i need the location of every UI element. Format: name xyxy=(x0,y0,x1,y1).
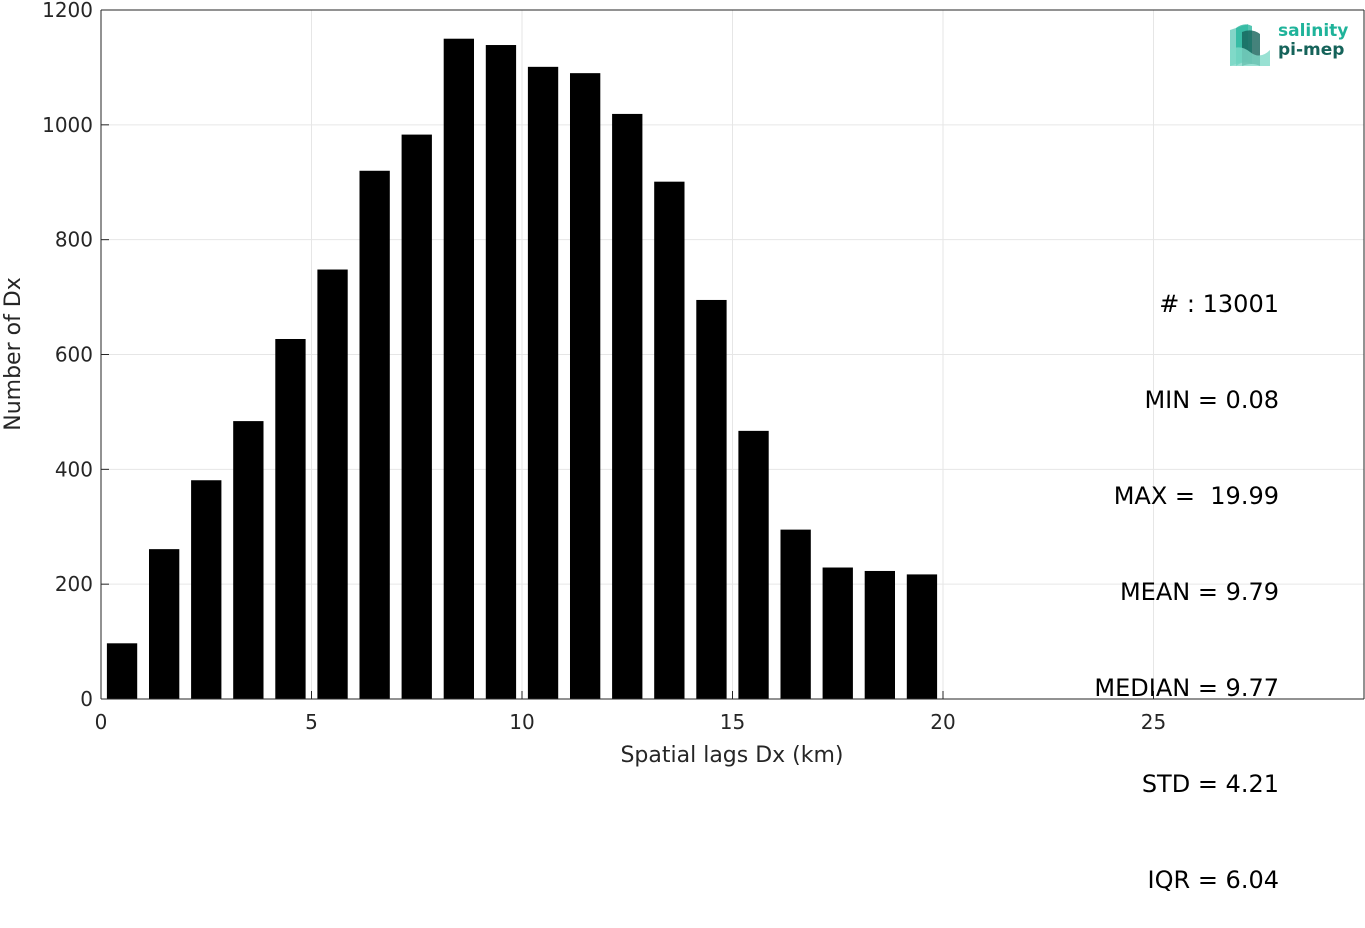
y-tick-label: 800 xyxy=(55,228,93,252)
histogram-bar xyxy=(654,181,685,699)
salinity-pimep-logo: salinity pi-mep xyxy=(1226,20,1358,70)
y-tick-label: 600 xyxy=(55,343,93,367)
histogram-bar xyxy=(443,38,475,700)
x-tick-label: 0 xyxy=(95,710,108,734)
x-tick-label: 25 xyxy=(1141,710,1166,734)
x-tick-label: 5 xyxy=(305,710,318,734)
histogram-bar xyxy=(359,170,390,699)
histogram-chart: 0 5 10 15 20 25 0 200 400 600 800 1000 1200 Spatial… xyxy=(1,0,1365,768)
statistics-box: # : 13001 MIN = 0.08 MAX = 19.99 MEAN = … xyxy=(1094,224,1279,928)
histogram-bar xyxy=(696,299,727,699)
y-tick-labels: 0 200 400 600 800 1000 1200 xyxy=(42,0,93,711)
x-tick-labels: 0 5 10 15 20 25 xyxy=(95,710,1167,734)
logo-wave-icon xyxy=(1230,24,1270,66)
histogram-bar xyxy=(822,567,853,699)
histogram-bar xyxy=(780,529,811,699)
y-tick-label: 0 xyxy=(80,687,93,711)
y-tick-label: 400 xyxy=(55,457,93,481)
histogram-bar xyxy=(527,66,559,699)
histogram-bar xyxy=(191,480,222,699)
histogram-bar xyxy=(148,549,180,699)
histogram-bar xyxy=(906,574,938,699)
x-axis-label: Spatial lags Dx (km) xyxy=(620,743,843,768)
histogram-bar xyxy=(569,73,601,700)
y-tick-label: 1000 xyxy=(42,113,93,137)
y-tick-label: 1200 xyxy=(42,0,93,22)
stat-min: MIN = 0.08 xyxy=(1144,386,1279,414)
axes xyxy=(100,9,1365,700)
stat-count: # : 13001 xyxy=(1159,290,1279,318)
histogram-bar xyxy=(317,269,348,699)
histogram-bar xyxy=(612,113,643,699)
histogram-bar xyxy=(864,570,896,699)
logo-line1: salinity xyxy=(1278,21,1349,41)
bars xyxy=(106,38,938,700)
x-tick-label: 15 xyxy=(720,710,745,734)
histogram-bar xyxy=(401,134,432,699)
stat-max: MAX = 19.99 xyxy=(1113,482,1279,510)
logo-text: salinity pi-mep xyxy=(1278,22,1348,60)
y-tick-label: 200 xyxy=(55,572,93,596)
stat-mean: MEAN = 9.79 xyxy=(1119,578,1279,606)
histogram-bar xyxy=(738,430,769,699)
x-tick-label: 10 xyxy=(509,710,534,734)
histogram-bar xyxy=(275,338,306,699)
histogram-bar xyxy=(233,421,264,699)
histogram-bar xyxy=(106,643,138,699)
x-tick-label: 20 xyxy=(930,710,955,734)
stat-std: STD = 4.21 xyxy=(1141,770,1279,798)
logo-line2: pi-mep xyxy=(1278,40,1345,60)
y-axis-label: Number of Dx xyxy=(1,277,26,431)
stat-median: MEDIAN = 9.77 xyxy=(1094,674,1279,702)
stat-iqr: IQR = 6.04 xyxy=(1147,866,1279,894)
histogram-bar xyxy=(485,45,517,699)
